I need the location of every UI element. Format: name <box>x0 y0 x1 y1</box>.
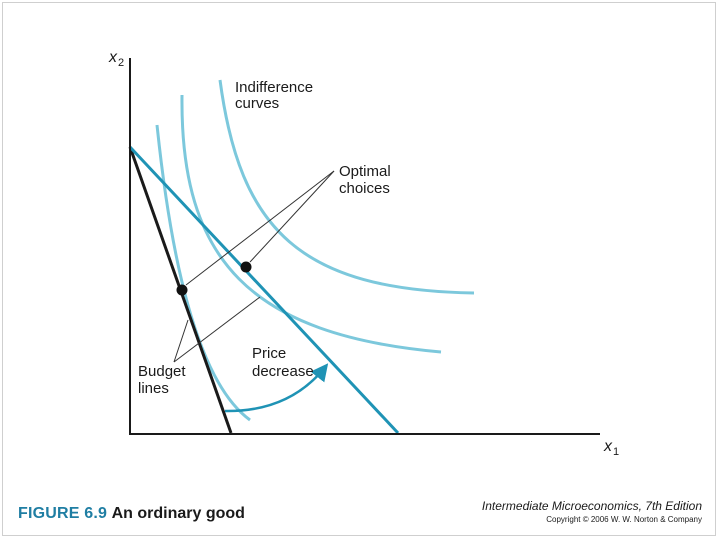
leader-budget-2 <box>173 296 261 363</box>
x-axis-label: x1 <box>603 438 619 458</box>
leader-optimal-2 <box>249 170 335 263</box>
figure-number: FIGURE 6.9 <box>18 505 108 522</box>
indifference-curve-2 <box>180 94 442 354</box>
book-title: Intermediate Microeconomics, 7th Edition <box>481 499 702 513</box>
annotation-optimal-choices: Optimal choices <box>339 163 395 197</box>
figure-title: An ordinary good <box>111 505 245 522</box>
leader-budget-1 <box>173 319 189 363</box>
y-axis-label: x2 <box>108 49 124 69</box>
price-decrease-arrow <box>224 363 329 413</box>
indifference-curve-1 <box>155 124 251 422</box>
book-credit: Intermediate Microeconomics, 7th Edition… <box>482 499 702 526</box>
figure-caption: FIGURE 6.9 An ordinary good <box>18 505 245 523</box>
leader-optimal-1 <box>185 170 335 286</box>
copyright-notice: Copyright © 2006 W. W. Norton & Company <box>546 515 702 524</box>
optimal-point-new <box>240 261 252 273</box>
indifference-curve-3 <box>218 79 475 295</box>
annotation-budget-lines: Budget lines <box>138 363 190 397</box>
new-budget-line <box>128 145 400 435</box>
annotation-indifference-curves: Indifference curves <box>235 79 317 112</box>
optimal-point-original <box>176 284 188 296</box>
annotation-price-decrease: Price decrease <box>252 345 314 380</box>
